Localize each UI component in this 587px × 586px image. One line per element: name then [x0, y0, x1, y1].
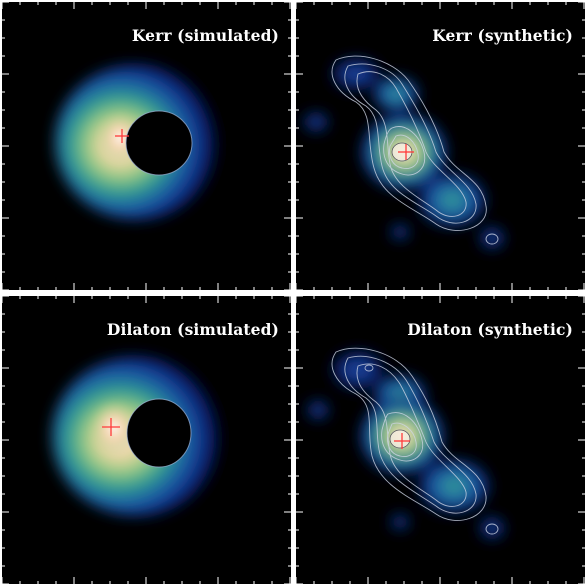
panel-kerr-synthetic: Kerr (synthetic) [296, 2, 585, 290]
panel-kerr-simulated: Kerr (simulated) [2, 2, 291, 290]
crosshair-marker-icon [398, 144, 414, 160]
synthetic-image-dilaton [304, 346, 508, 542]
crosshair-marker-icon [102, 418, 120, 436]
simulated-image-kerr [55, 64, 219, 220]
panel-title: Dilaton (synthetic) [407, 320, 573, 339]
simulated-image-dilaton [52, 356, 222, 516]
crosshair-marker-icon [394, 433, 410, 449]
panel-title: Kerr (synthetic) [432, 26, 573, 45]
panel-title: Kerr (simulated) [131, 26, 279, 45]
synthetic-image-kerr [300, 54, 508, 252]
crosshair-marker-icon [115, 129, 129, 143]
panel-dilaton-synthetic: Dilaton (synthetic) [296, 296, 585, 584]
panel-title: Dilaton (simulated) [106, 320, 279, 339]
panel-dilaton-simulated: Dilaton (simulated) [2, 296, 291, 584]
